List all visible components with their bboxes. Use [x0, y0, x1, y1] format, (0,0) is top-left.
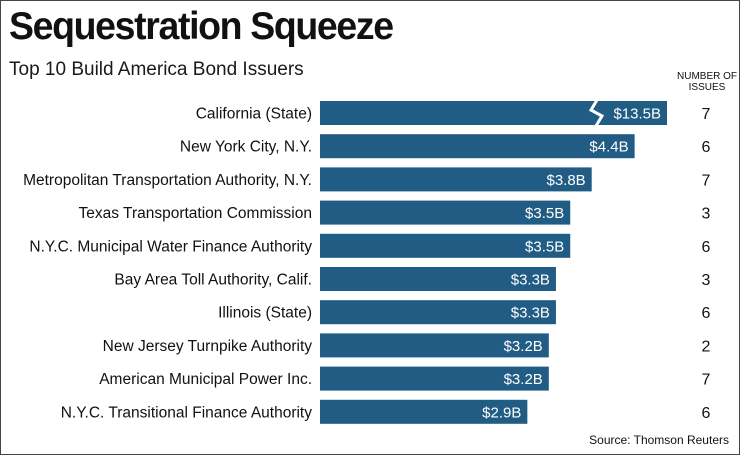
source-note: Source: Thomson Reuters	[589, 433, 729, 447]
value-label: $13.5B	[613, 106, 661, 123]
value-label: $4.4B	[589, 139, 628, 156]
value-label: $3.2B	[504, 371, 543, 388]
category-label: N.Y.C. Municipal Water Finance Authority	[29, 238, 312, 255]
category-label: Texas Transportation Commission	[79, 205, 312, 222]
bar	[320, 134, 635, 159]
category-label: New Jersey Turnpike Authority	[103, 338, 313, 355]
value-label: $3.2B	[504, 338, 543, 355]
category-label: N.Y.C. Transitional Finance Authority	[61, 404, 313, 421]
category-label: California (State)	[196, 106, 312, 123]
value-label: $3.5B	[525, 238, 564, 255]
bar	[320, 200, 571, 225]
value-label: $3.3B	[511, 272, 550, 289]
axis-break-marker	[588, 99, 605, 127]
bar	[320, 233, 571, 258]
number-of-issues-header: NUMBER OF ISSUES	[677, 71, 737, 93]
chart-subtitle: Top 10 Build America Bond Issuers	[9, 59, 304, 80]
category-label: American Municipal Power Inc.	[99, 371, 312, 388]
bar	[320, 333, 549, 358]
issue-count: 2	[702, 338, 711, 355]
issue-count: 7	[702, 172, 711, 189]
value-label: $3.8B	[546, 172, 585, 189]
issue-count: 7	[702, 372, 711, 389]
issue-count: 6	[702, 305, 711, 322]
bar	[320, 167, 592, 192]
bar	[320, 300, 556, 325]
category-label: Illinois (State)	[218, 305, 312, 322]
issue-count: 6	[702, 139, 711, 156]
issue-count: 7	[702, 106, 711, 123]
issue-count: 6	[702, 239, 711, 256]
category-label: Metropolitan Transportation Authority, N…	[23, 172, 312, 189]
bar	[320, 101, 667, 125]
value-label: $3.3B	[511, 305, 550, 322]
issue-count: 3	[702, 206, 711, 223]
category-label: Bay Area Toll Authority, Calif.	[114, 272, 312, 289]
issue-count: 3	[702, 272, 711, 289]
bar	[320, 399, 528, 424]
chart-title: Sequestration Squeeze	[9, 5, 394, 48]
issue-count: 6	[702, 405, 711, 422]
value-label: $3.5B	[525, 205, 564, 222]
bar	[320, 366, 549, 391]
bar	[320, 267, 556, 291]
value-label: $2.9B	[482, 404, 521, 421]
category-label: New York City, N.Y.	[180, 139, 312, 156]
